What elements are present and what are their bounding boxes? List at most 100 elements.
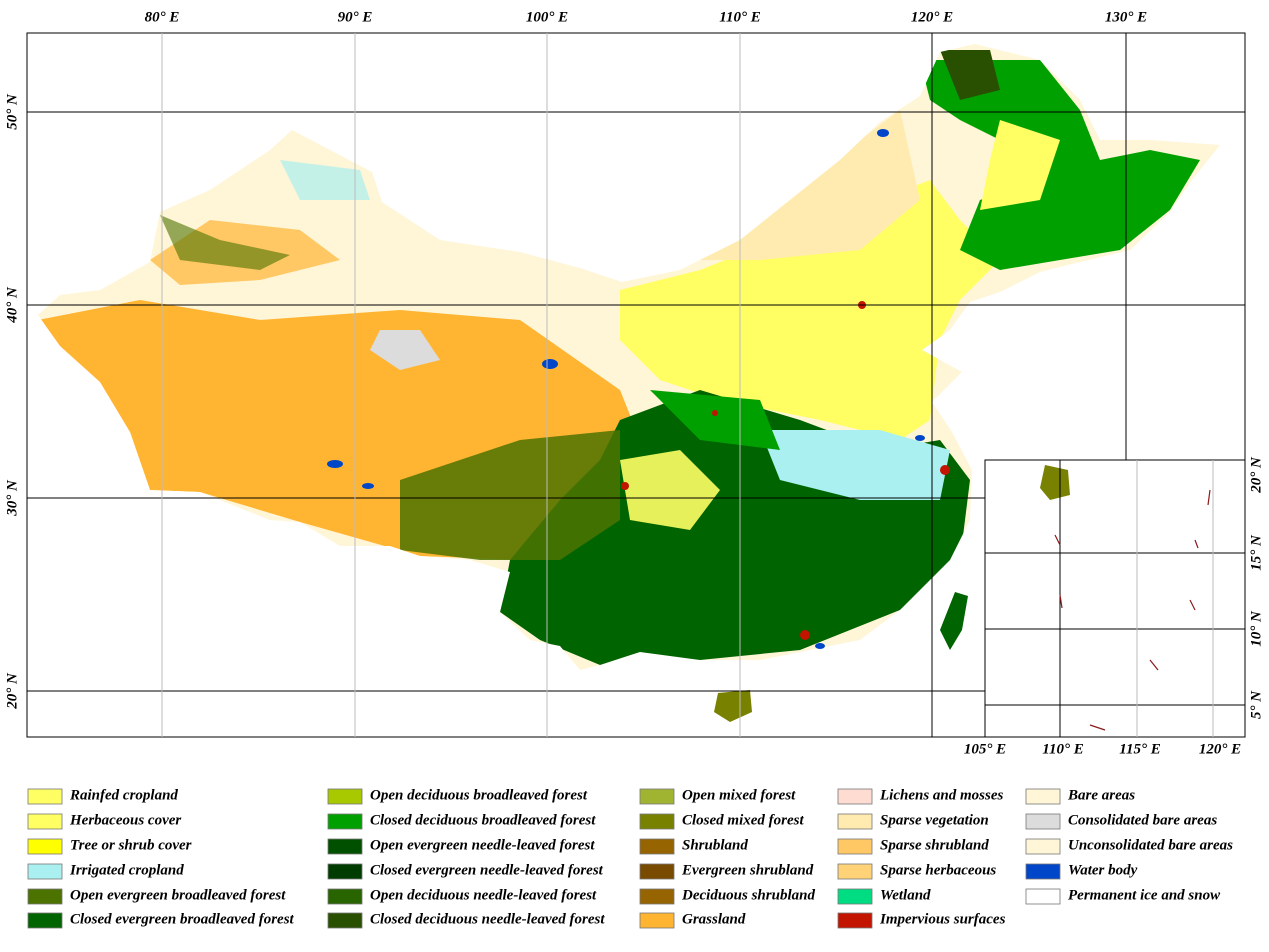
legend-label: Grassland <box>682 911 746 927</box>
legend-swatch <box>27 912 63 929</box>
southwest-forest-region <box>400 430 620 560</box>
legend-swatch <box>837 863 873 880</box>
island <box>1149 659 1159 671</box>
main-graticule <box>27 33 1245 737</box>
legend-item: Irrigated cropland <box>27 862 184 880</box>
inset-bottom-label: 115° E <box>1119 741 1160 757</box>
legend-swatch <box>1025 813 1061 830</box>
top-label: 80° E <box>145 9 180 25</box>
northeast-cropland <box>980 120 1060 210</box>
legend-swatch <box>639 838 675 855</box>
legend-label: Sparse shrubland <box>880 837 989 853</box>
legend-item: Open deciduous broadleaved forest <box>327 787 588 805</box>
city <box>712 410 718 416</box>
legend-swatch <box>639 863 675 880</box>
legend-item: Wetland <box>837 887 931 905</box>
legend-swatch <box>327 838 363 855</box>
legend-item: Permanent ice and snow <box>1025 887 1221 905</box>
inset-bottom-label: 120° E <box>1199 741 1241 757</box>
legend-item: Closed evergreen broadleaved forest <box>27 911 295 929</box>
legend-item: Herbaceous cover <box>27 812 181 830</box>
legend-swatch <box>327 788 363 805</box>
inset-right-label: 10° N <box>1248 610 1264 647</box>
island <box>1054 534 1061 546</box>
legend-swatch <box>27 838 63 855</box>
legend-label: Deciduous shrubland <box>681 887 815 903</box>
legend-item: Lichens and mosses <box>837 787 1004 805</box>
legend-label: Sparse herbaceous <box>880 862 996 878</box>
legend-label: Closed evergreen needle-leaved forest <box>370 862 604 878</box>
legend-item: Water body <box>1025 862 1138 880</box>
legend-label: Water body <box>1068 862 1138 878</box>
legend-label: Permanent ice and snow <box>1068 887 1221 903</box>
top-label: 120° E <box>911 9 953 25</box>
legend-label: Sparse vegetation <box>880 812 989 828</box>
city <box>940 465 950 475</box>
water-bodies <box>327 129 925 649</box>
legend-item: Sparse vegetation <box>837 812 989 830</box>
left-label: 30° N <box>4 479 20 517</box>
legend-label: Tree or shrub cover <box>70 837 192 853</box>
island <box>1089 724 1106 731</box>
legend-swatch <box>837 788 873 805</box>
legend-label: Wetland <box>880 887 931 903</box>
inset-bottom-label: 105° E <box>964 741 1006 757</box>
legend-item: Unconsolidated bare areas <box>1025 837 1233 855</box>
legend-item: Open evergreen needle-leaved forest <box>327 837 595 855</box>
graticule-labels: 80° E 90° E 100° E 110° E 120° E 130° E 50° N 4… <box>4 9 1264 757</box>
legend-label: Open deciduous needle-leaved forest <box>370 887 597 903</box>
legend-swatch <box>1025 863 1061 880</box>
legend-swatch <box>639 888 675 905</box>
legend-item: Bare areas <box>1025 787 1135 805</box>
northeast-needleleaf <box>940 50 1000 100</box>
taiwan <box>940 592 968 650</box>
legend-label: Closed mixed forest <box>682 812 804 828</box>
legend-label: Lichens and mosses <box>879 787 1004 803</box>
legend-item: Shrubland <box>639 837 748 855</box>
legend-label: Closed deciduous broadleaved forest <box>370 812 596 828</box>
legend-swatch <box>327 813 363 830</box>
top-label: 130° E <box>1105 9 1147 25</box>
inset-right-label: 15° N <box>1248 534 1264 571</box>
legend-label: Closed evergreen broadleaved forest <box>70 911 295 927</box>
top-label: 90° E <box>338 9 373 25</box>
legend-swatch <box>837 813 873 830</box>
hainan <box>714 690 752 722</box>
city <box>800 630 810 640</box>
city <box>621 482 629 490</box>
legend-item: Consolidated bare areas <box>1025 812 1217 830</box>
island <box>1189 599 1196 611</box>
legend-label: Impervious surfaces <box>879 911 1006 927</box>
legend-swatch <box>1025 888 1061 905</box>
legend-swatch <box>639 912 675 929</box>
legend-label: Shrubland <box>682 837 748 853</box>
legend-label: Unconsolidated bare areas <box>1068 837 1233 853</box>
legend-label: Irrigated cropland <box>69 862 184 878</box>
left-label: 40° N <box>4 286 20 324</box>
inset-map <box>984 459 1246 738</box>
legend-item: Evergreen shrubland <box>639 862 814 880</box>
legend-item: Rainfed cropland <box>27 787 178 805</box>
light-graticule <box>161 33 741 737</box>
legend-swatch <box>27 788 63 805</box>
legend-item: Deciduous shrubland <box>639 887 815 905</box>
consolidated-bare <box>370 330 440 370</box>
yangtze-cropland <box>760 430 950 500</box>
legend-item: Impervious surfaces <box>837 911 1006 929</box>
inset-right-label: 5° N <box>1248 690 1264 719</box>
island <box>1059 594 1063 609</box>
legend-swatch <box>1025 838 1061 855</box>
legend-swatch <box>639 788 675 805</box>
lake <box>542 359 558 369</box>
legend-label: Open deciduous broadleaved forest <box>370 787 588 803</box>
legend-item: Open deciduous needle-leaved forest <box>327 887 597 905</box>
legend-item: Tree or shrub cover <box>27 837 192 855</box>
legend-item: Closed evergreen needle-leaved forest <box>327 862 604 880</box>
legend-swatch <box>327 888 363 905</box>
inset-bottom-label: 110° E <box>1042 741 1083 757</box>
top-label: 110° E <box>719 9 760 25</box>
top-label: 100° E <box>526 9 568 25</box>
legend-swatch <box>837 838 873 855</box>
legend-label: Rainfed cropland <box>69 787 178 803</box>
